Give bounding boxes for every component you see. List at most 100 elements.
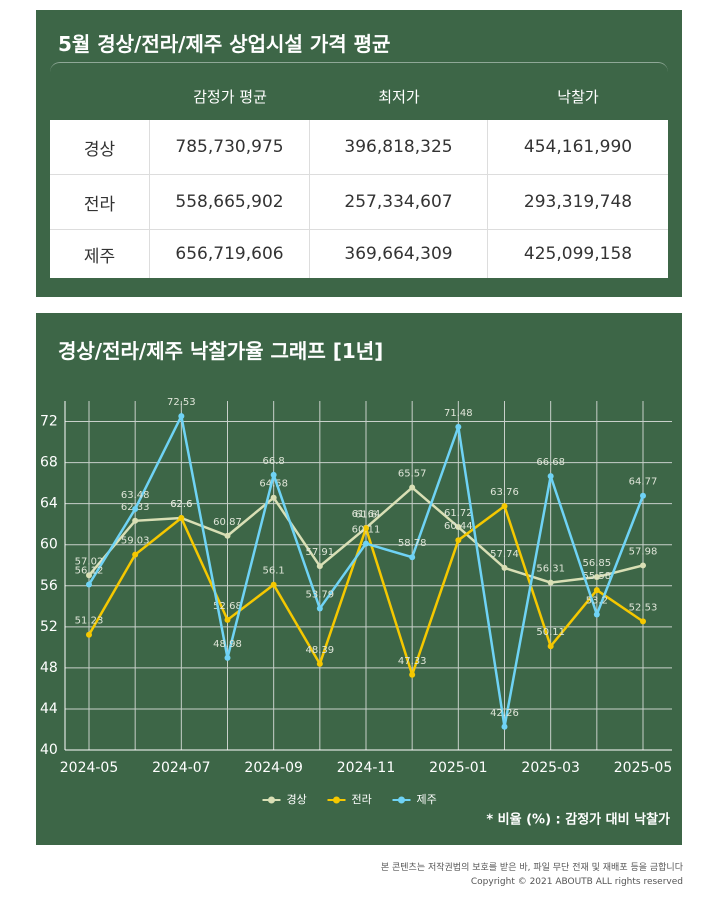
point bbox=[640, 492, 646, 499]
data-label: 60.87 bbox=[213, 517, 242, 528]
y-tick-label: 68 bbox=[40, 455, 58, 471]
footer-text: 본 콘텐츠는 저작권법의 보호를 받은 바, 파일 무단 전재 및 재배포 등을… bbox=[380, 863, 683, 873]
x-tick-label: 2025-05 bbox=[614, 760, 673, 776]
y-tick-label: 48 bbox=[40, 660, 58, 676]
column-header: 감정가 평균 bbox=[193, 87, 267, 106]
data-label: 62.6 bbox=[170, 499, 192, 510]
point bbox=[316, 660, 323, 667]
point bbox=[409, 484, 416, 491]
data-label: 56.1 bbox=[263, 566, 285, 577]
table-cell: 558,665,902 bbox=[150, 175, 310, 230]
point bbox=[640, 618, 646, 625]
data-label: 57.74 bbox=[490, 549, 519, 560]
legend-swatch bbox=[268, 796, 275, 804]
x-tick-label: 2024-07 bbox=[152, 760, 211, 776]
y-tick-label: 64 bbox=[40, 496, 58, 512]
data-label: 56.12 bbox=[75, 566, 104, 577]
data-label: 60.11 bbox=[352, 525, 381, 536]
x-tick-label: 2024-11 bbox=[337, 760, 396, 776]
point bbox=[547, 643, 554, 650]
table-cell: 454,161,990 bbox=[488, 120, 668, 175]
point bbox=[593, 587, 600, 594]
table-cell: 369,664,309 bbox=[310, 230, 488, 278]
point bbox=[409, 671, 416, 678]
data-label: 53.2 bbox=[586, 596, 608, 607]
table-cell: 656,719,606 bbox=[150, 230, 310, 278]
legend-swatch bbox=[333, 796, 340, 804]
row-header: 제주 bbox=[50, 230, 150, 278]
legend-label: 경상 bbox=[287, 793, 307, 806]
data-label: 63.48 bbox=[121, 490, 150, 501]
point bbox=[224, 532, 231, 539]
point bbox=[270, 581, 277, 588]
data-label: 57.91 bbox=[306, 547, 335, 558]
point bbox=[86, 572, 92, 579]
point bbox=[455, 537, 462, 544]
y-tick-label: 44 bbox=[40, 701, 58, 717]
data-label: 66.8 bbox=[263, 456, 285, 467]
table-cell: 785,730,975 bbox=[150, 120, 310, 175]
column-header: 최저가 bbox=[378, 87, 420, 106]
point bbox=[547, 579, 554, 586]
point bbox=[501, 564, 508, 571]
point bbox=[455, 423, 462, 430]
data-label: 57.02 bbox=[75, 556, 104, 567]
x-tick-label: 2024-05 bbox=[60, 760, 119, 776]
chart-title: 경상/전라/제주 낙찰가율 그래프 [1년] bbox=[58, 339, 384, 363]
table-cell: 293,319,748 bbox=[488, 175, 668, 230]
data-label: 50.11 bbox=[536, 627, 565, 638]
data-label: 55.58 bbox=[583, 571, 612, 582]
data-label: 72.53 bbox=[167, 397, 196, 408]
point bbox=[363, 525, 369, 532]
point bbox=[593, 574, 600, 581]
data-label: 57.98 bbox=[629, 546, 658, 557]
table-cell: 257,334,607 bbox=[310, 175, 488, 230]
data-label: 42.26 bbox=[490, 708, 519, 719]
point bbox=[86, 581, 92, 588]
point bbox=[86, 631, 92, 638]
data-label: 52.53 bbox=[629, 602, 658, 613]
y-tick-label: 52 bbox=[40, 619, 58, 635]
point bbox=[640, 562, 646, 569]
point bbox=[132, 551, 139, 558]
data-label: 47.33 bbox=[398, 656, 427, 667]
data-label: 61.6 bbox=[355, 509, 377, 520]
row-header: 경상 bbox=[50, 120, 150, 175]
data-label: 56.31 bbox=[536, 564, 565, 575]
point bbox=[455, 524, 462, 531]
divider bbox=[50, 62, 668, 83]
x-tick-label: 2024-09 bbox=[244, 760, 303, 776]
data-label: 51.23 bbox=[75, 616, 104, 627]
table: 경상 785,730,975 396,818,325 454,161,990 전라 558… bbox=[50, 120, 668, 278]
table-panel: 5월 경상/전라/제주 상업시설 가격 평균 경상 785,730,975 396,… bbox=[36, 10, 682, 297]
x-tick-label: 2025-03 bbox=[521, 760, 580, 776]
data-label: 64.77 bbox=[629, 477, 658, 488]
point bbox=[224, 654, 231, 661]
legend-swatch bbox=[398, 796, 405, 804]
point bbox=[547, 473, 554, 480]
point bbox=[224, 616, 231, 623]
data-label: 48.98 bbox=[213, 639, 242, 650]
column-header: 낙찰가 bbox=[557, 87, 599, 106]
legend-label: 전라 bbox=[352, 793, 372, 806]
data-label: 65.57 bbox=[398, 469, 427, 480]
point bbox=[409, 554, 416, 561]
data-label: 58.78 bbox=[398, 538, 427, 549]
data-label: 60.44 bbox=[444, 521, 473, 532]
data-label: 59.03 bbox=[121, 536, 150, 547]
point bbox=[316, 563, 323, 570]
row-header: 전라 bbox=[50, 175, 150, 230]
data-label: 66.68 bbox=[536, 457, 565, 468]
data-label: 53.79 bbox=[306, 589, 335, 600]
data-label: 61.72 bbox=[444, 508, 473, 519]
point bbox=[132, 505, 139, 512]
y-tick-label: 56 bbox=[40, 578, 58, 594]
point bbox=[501, 503, 508, 510]
y-tick-label: 60 bbox=[40, 537, 58, 553]
y-tick-label: 40 bbox=[40, 742, 58, 758]
data-label: 64.58 bbox=[259, 479, 288, 490]
point bbox=[363, 540, 369, 547]
point bbox=[270, 471, 277, 478]
